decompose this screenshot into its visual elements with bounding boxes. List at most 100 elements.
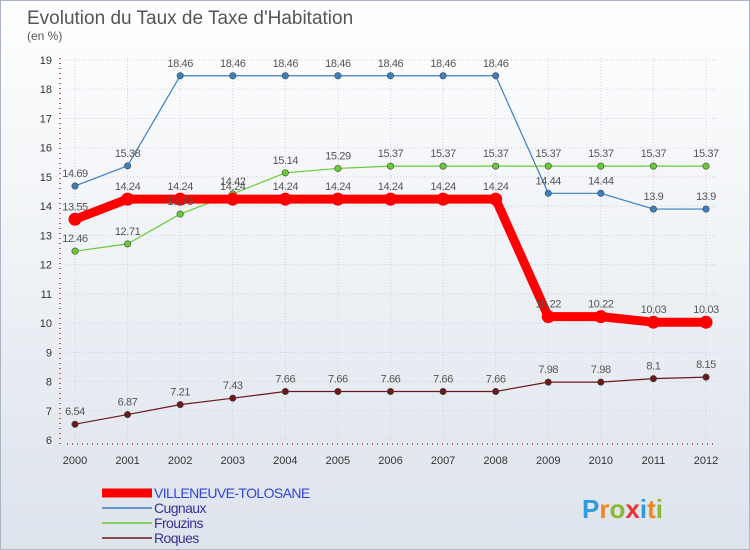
data-label: 6.54 <box>65 406 85 418</box>
data-label: 15.37 <box>483 148 509 160</box>
data-point <box>439 162 447 170</box>
logo-letter: t <box>647 494 656 524</box>
x-tick-label: 2007 <box>431 455 455 467</box>
data-label: 18.46 <box>167 58 193 70</box>
y-tick-label: 18 <box>40 84 52 96</box>
data-label: 15.37 <box>535 148 561 160</box>
data-label: 12.71 <box>115 226 141 238</box>
data-label: 14.44 <box>588 175 614 187</box>
legend-label: VILLENEUVE-TOLOSANE <box>154 485 310 501</box>
data-point <box>334 164 342 172</box>
data-point <box>489 192 503 206</box>
data-label: 15.38 <box>115 148 141 160</box>
y-tick-label: 19 <box>40 55 52 67</box>
data-label: 8.1 <box>646 361 660 373</box>
logo-letter: x <box>625 494 640 524</box>
data-label: 18.46 <box>220 58 246 70</box>
data-point <box>68 212 82 226</box>
data-label: 7.66 <box>381 373 401 385</box>
series-group <box>68 72 713 428</box>
data-label: 18.46 <box>325 58 351 70</box>
data-label: 15.14 <box>273 155 299 167</box>
data-label: 7.66 <box>275 373 295 385</box>
data-label: 14.69 <box>62 168 88 180</box>
data-label: 13.55 <box>62 201 88 213</box>
x-tick-label: 2003 <box>221 455 245 467</box>
legend-label: Cugnaux <box>154 500 206 516</box>
data-point <box>597 162 605 170</box>
data-point <box>649 205 657 213</box>
y-tick-label: 12 <box>40 260 52 272</box>
data-label: 18.46 <box>273 58 299 70</box>
chart-title: Evolution du Taux de Taxe d'Habitation <box>27 8 353 29</box>
data-label: 13.9 <box>696 191 716 203</box>
data-label: 14.24 <box>167 181 193 193</box>
data-label: 14.42 <box>220 176 246 188</box>
x-tick-label: 2012 <box>694 455 718 467</box>
data-label: 14.24 <box>483 181 509 193</box>
y-tick-label: 11 <box>41 289 52 301</box>
data-point <box>649 375 657 383</box>
data-label: 15.37 <box>693 148 719 160</box>
data-point <box>386 72 394 80</box>
data-label: 7.21 <box>170 387 190 399</box>
y-tick-label: 15 <box>40 172 52 184</box>
legend-label: Frouzins <box>154 515 203 531</box>
data-label: 8.15 <box>696 359 716 371</box>
y-tick-label: 6 <box>46 435 52 447</box>
data-point <box>226 192 240 206</box>
data-label: 7.66 <box>328 373 348 385</box>
axes: 6 7 8 9 10 11 12 13 14 15 16 17 18 19 2000 2001 2002 2003… <box>40 55 718 467</box>
y-tick-label: 13 <box>40 230 52 242</box>
logo-letter: P <box>582 494 599 524</box>
data-point <box>176 72 184 80</box>
x-tick-label: 2004 <box>273 455 297 467</box>
data-point <box>492 162 500 170</box>
data-point <box>702 205 710 213</box>
data-label: 15.37 <box>430 148 456 160</box>
data-point <box>492 72 500 80</box>
logo-letter: i <box>656 494 663 524</box>
data-point <box>334 387 342 395</box>
y-tick-label: 9 <box>46 347 52 359</box>
x-tick-label: 2011 <box>642 455 666 467</box>
data-point <box>229 72 237 80</box>
data-point <box>699 315 713 329</box>
grid <box>67 58 716 441</box>
data-point <box>71 247 79 255</box>
data-label: 10.22 <box>588 299 614 311</box>
data-point <box>281 169 289 177</box>
data-point <box>281 72 289 80</box>
data-point <box>439 72 447 80</box>
x-tick-label: 2001 <box>115 455 139 467</box>
data-label: 18.46 <box>483 58 509 70</box>
data-label: 7.43 <box>223 380 243 392</box>
data-point <box>544 162 552 170</box>
data-label: 14.24 <box>378 181 404 193</box>
data-point <box>439 387 447 395</box>
data-point <box>544 189 552 197</box>
data-point <box>492 387 500 395</box>
data-label: 15.37 <box>641 148 667 160</box>
data-point <box>71 182 79 190</box>
data-labels: 13.55 14.24 14.24 14.24 14.24 14.24 14.24 14.24… <box>62 58 719 418</box>
legend-label: Roques <box>154 530 199 546</box>
data-point <box>281 387 289 395</box>
data-point <box>331 192 345 206</box>
data-point <box>124 240 132 248</box>
data-label: 10.03 <box>693 304 719 316</box>
data-label: 14.24 <box>430 181 456 193</box>
y-tick-label: 10 <box>40 318 52 330</box>
x-tick-label: 2005 <box>326 455 350 467</box>
data-label: 14.24 <box>115 181 141 193</box>
x-tick-label: 2008 <box>483 455 507 467</box>
proxiti-logo: Proxiti <box>582 494 663 524</box>
data-label: 18.46 <box>430 58 456 70</box>
chart-subtitle: (en %) <box>27 29 62 43</box>
data-label: 14.44 <box>535 175 561 187</box>
data-point <box>702 162 710 170</box>
data-point <box>334 72 342 80</box>
